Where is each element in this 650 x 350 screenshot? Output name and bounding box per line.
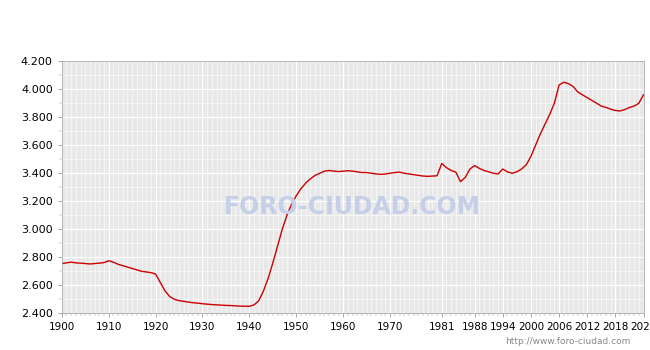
Text: FORO-CIUDAD.COM: FORO-CIUDAD.COM bbox=[224, 195, 481, 219]
Text: Pliego (Municipio) - Evolucion del numero de Habitantes: Pliego (Municipio) - Evolucion del numer… bbox=[120, 10, 530, 25]
Text: http://www.foro-ciudad.com: http://www.foro-ciudad.com bbox=[505, 337, 630, 346]
